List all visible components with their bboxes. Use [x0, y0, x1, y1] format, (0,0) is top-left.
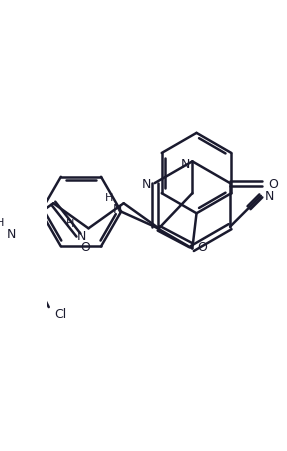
Text: H: H: [0, 217, 4, 227]
Text: N: N: [265, 190, 274, 203]
Text: H: H: [104, 192, 113, 202]
Text: O: O: [197, 241, 207, 254]
Text: N: N: [141, 177, 151, 190]
Text: Cl: Cl: [54, 308, 67, 321]
Text: O: O: [80, 241, 90, 254]
Text: N: N: [7, 227, 16, 240]
Text: N: N: [77, 229, 86, 242]
Text: N: N: [112, 202, 122, 215]
Text: O: O: [269, 177, 279, 190]
Text: H: H: [66, 219, 74, 229]
Text: N: N: [181, 157, 190, 170]
